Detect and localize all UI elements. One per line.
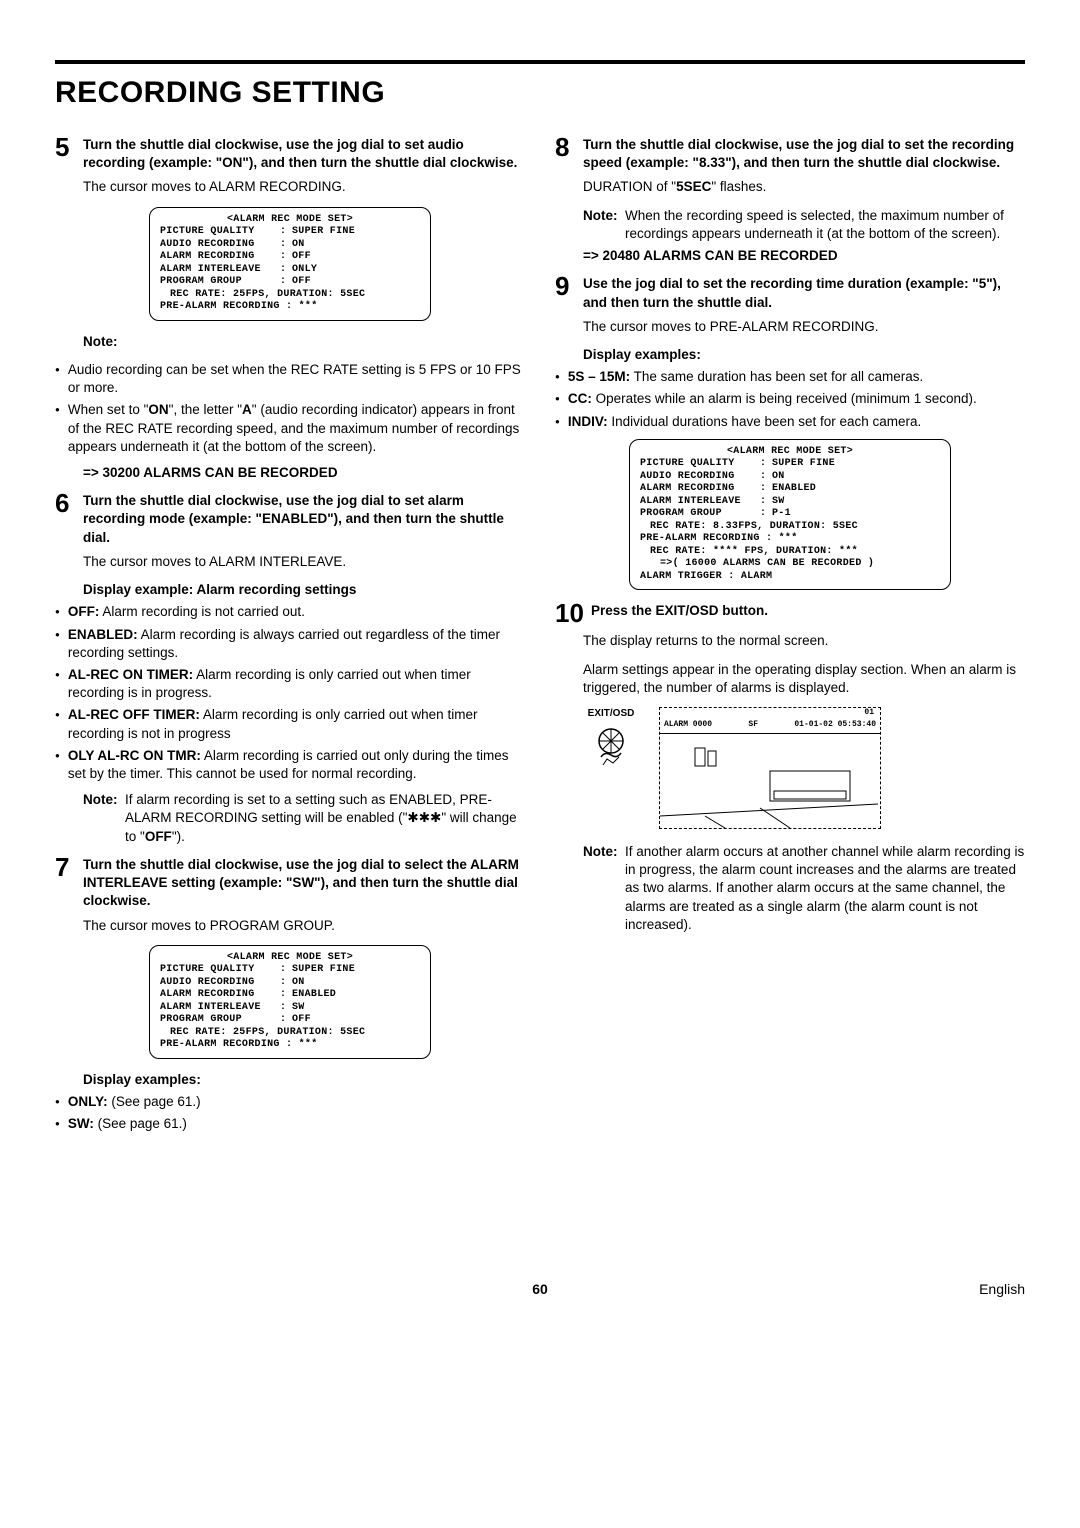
step-9: 9 Use the jog dial to set the recording … (555, 275, 1025, 311)
step-5-body: The cursor moves to ALARM RECORDING. (83, 178, 525, 196)
list-item: ONLY: (See page 61.) (55, 1093, 525, 1111)
note-6: Note: If alarm recording is set to a set… (83, 791, 525, 846)
step-number: 8 (555, 134, 583, 160)
note-8: Note: When the recording speed is select… (583, 207, 1025, 243)
footer: 60 English (55, 1281, 1025, 1297)
right-column: 8 Turn the shuttle dial clockwise, use t… (555, 136, 1025, 1141)
step-number: 10 (555, 600, 591, 626)
note-10: Note: If another alarm occurs at another… (583, 843, 1025, 934)
step-number: 7 (55, 854, 83, 880)
list-item: SW: (See page 61.) (55, 1115, 525, 1133)
list-item: ENABLED: Alarm recording is always carri… (55, 626, 525, 662)
list-item: AL-REC OFF TIMER: Alarm recording is onl… (55, 706, 525, 742)
list-item: OFF: Alarm recording is not carried out. (55, 603, 525, 621)
list-item: INDIV: Individual durations have been se… (555, 413, 1025, 431)
lcd-screen-7: <ALARM REC MODE SET> PICTURE QUALITY:SUP… (149, 945, 431, 1059)
illustration-row: EXIT/OSD 01 ALARM 0000 (583, 707, 1025, 829)
step-number: 6 (55, 490, 83, 516)
lcd-screen-5: <ALARM REC MODE SET> PICTURE QUALITY:SUP… (149, 207, 431, 321)
top-rule (55, 60, 1025, 64)
step-9-list: 5S – 15M: The same duration has been set… (555, 368, 1025, 431)
list-item: OLY AL-RC ON TMR: Alarm recording is car… (55, 747, 525, 783)
step-number: 5 (55, 134, 83, 160)
page: RECORDING SETTING 5 Turn the shuttle dia… (0, 0, 1080, 1337)
list-item: Audio recording can be set when the REC … (55, 361, 525, 397)
arrow-8: => 20480 ALARMS CAN BE RECORDED (583, 247, 1025, 265)
arrow-5: => 30200 ALARMS CAN BE RECORDED (83, 464, 525, 482)
sub-7: Display examples: (83, 1071, 525, 1089)
step-head: Press the EXIT/OSD button. (591, 602, 1025, 620)
step-head: Turn the shuttle dial clockwise, use the… (83, 136, 525, 172)
step-head: Turn the shuttle dial clockwise, use the… (83, 492, 525, 547)
page-title: RECORDING SETTING (55, 76, 1025, 110)
sub-9: Display examples: (583, 346, 1025, 364)
step-6: 6 Turn the shuttle dial clockwise, use t… (55, 492, 525, 547)
step-7: 7 Turn the shuttle dial clockwise, use t… (55, 856, 525, 911)
columns: 5 Turn the shuttle dial clockwise, use t… (55, 136, 1025, 1141)
note-5-list: Audio recording can be set when the REC … (55, 361, 525, 456)
screen-diagram: 01 ALARM 0000 SF 01-01-02 05:53:40 (659, 707, 881, 829)
step-head: Use the jog dial to set the recording ti… (583, 275, 1025, 311)
step-head: Turn the shuttle dial clockwise, use the… (583, 136, 1025, 172)
step-6-list: OFF: Alarm recording is not carried out.… (55, 603, 525, 783)
sub-6: Display example: Alarm recording setting… (83, 581, 525, 599)
list-item: 5S – 15M: The same duration has been set… (555, 368, 1025, 386)
step-10: 10 Press the EXIT/OSD button. (555, 602, 1025, 626)
list-item: AL-REC ON TIMER: Alarm recording is only… (55, 666, 525, 702)
step-head: Turn the shuttle dial clockwise, use the… (83, 856, 525, 911)
language-label: English (925, 1281, 1025, 1297)
left-column: 5 Turn the shuttle dial clockwise, use t… (55, 136, 525, 1141)
step-number: 9 (555, 273, 583, 299)
step-5: 5 Turn the shuttle dial clockwise, use t… (55, 136, 525, 172)
note-label: Note: (83, 333, 525, 351)
step-8: 8 Turn the shuttle dial clockwise, use t… (555, 136, 1025, 172)
list-item: When set to "ON", the letter "A" (audio … (55, 401, 525, 456)
exit-osd-icon: EXIT/OSD (583, 707, 639, 781)
page-number: 60 (155, 1281, 925, 1297)
step-7-list: ONLY: (See page 61.) SW: (See page 61.) (55, 1093, 525, 1133)
list-item: CC: Operates while an alarm is being rec… (555, 390, 1025, 408)
lcd-screen-9: <ALARM REC MODE SET> PICTURE QUALITY:SUP… (629, 439, 951, 591)
